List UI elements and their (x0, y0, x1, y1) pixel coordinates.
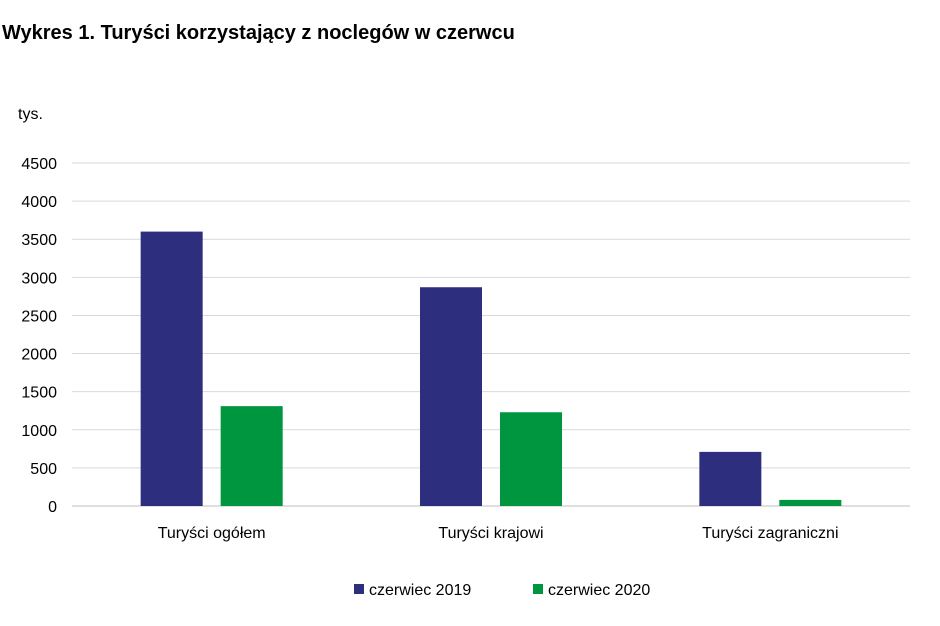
bar-series-2-1 (500, 412, 562, 506)
bar-series-2-2 (779, 499, 842, 506)
y-tick-label: 4500 (21, 156, 57, 173)
y-tick-label: 4000 (21, 194, 57, 211)
bar-series-1-0 (140, 231, 203, 506)
legend-swatch (354, 584, 364, 594)
y-tick-label: 2000 (21, 347, 57, 364)
legend-label: czerwiec 2020 (548, 582, 650, 599)
y-tick-label: 500 (30, 461, 57, 478)
y-axis-tick-labels: 0 500 1000 1500 2000 2500 3000 3500 4000 4500 (21, 156, 57, 516)
y-tick-label: 3000 (21, 270, 57, 287)
bar-series-2-0 (220, 406, 283, 506)
bar-series-1-2 (699, 451, 762, 506)
y-tick-label: 1500 (21, 385, 57, 402)
category-label: Turyści ogółem (158, 525, 266, 542)
gridlines (72, 162, 910, 507)
category-label: Turyści zagraniczni (702, 525, 838, 542)
bar-series-1-1 (420, 287, 482, 506)
legend-swatch (533, 584, 543, 594)
y-tick-label: 1000 (21, 423, 57, 440)
category-labels: Turyści ogółem Turyści krajowi Turyści zag… (158, 525, 839, 542)
chart-title: Wykres 1. Turyści korzystający z noclegó… (2, 22, 515, 44)
legend-label: czerwiec 2019 (369, 582, 471, 599)
category-label: Turyści krajowi (438, 525, 543, 542)
y-tick-label: 2500 (21, 308, 57, 325)
bars (140, 231, 842, 506)
y-tick-label: 3500 (21, 232, 57, 249)
legend: czerwiec 2019 czerwiec 2020 (354, 582, 650, 599)
y-tick-label: 0 (48, 499, 57, 516)
unit-label: tys. (18, 106, 43, 123)
